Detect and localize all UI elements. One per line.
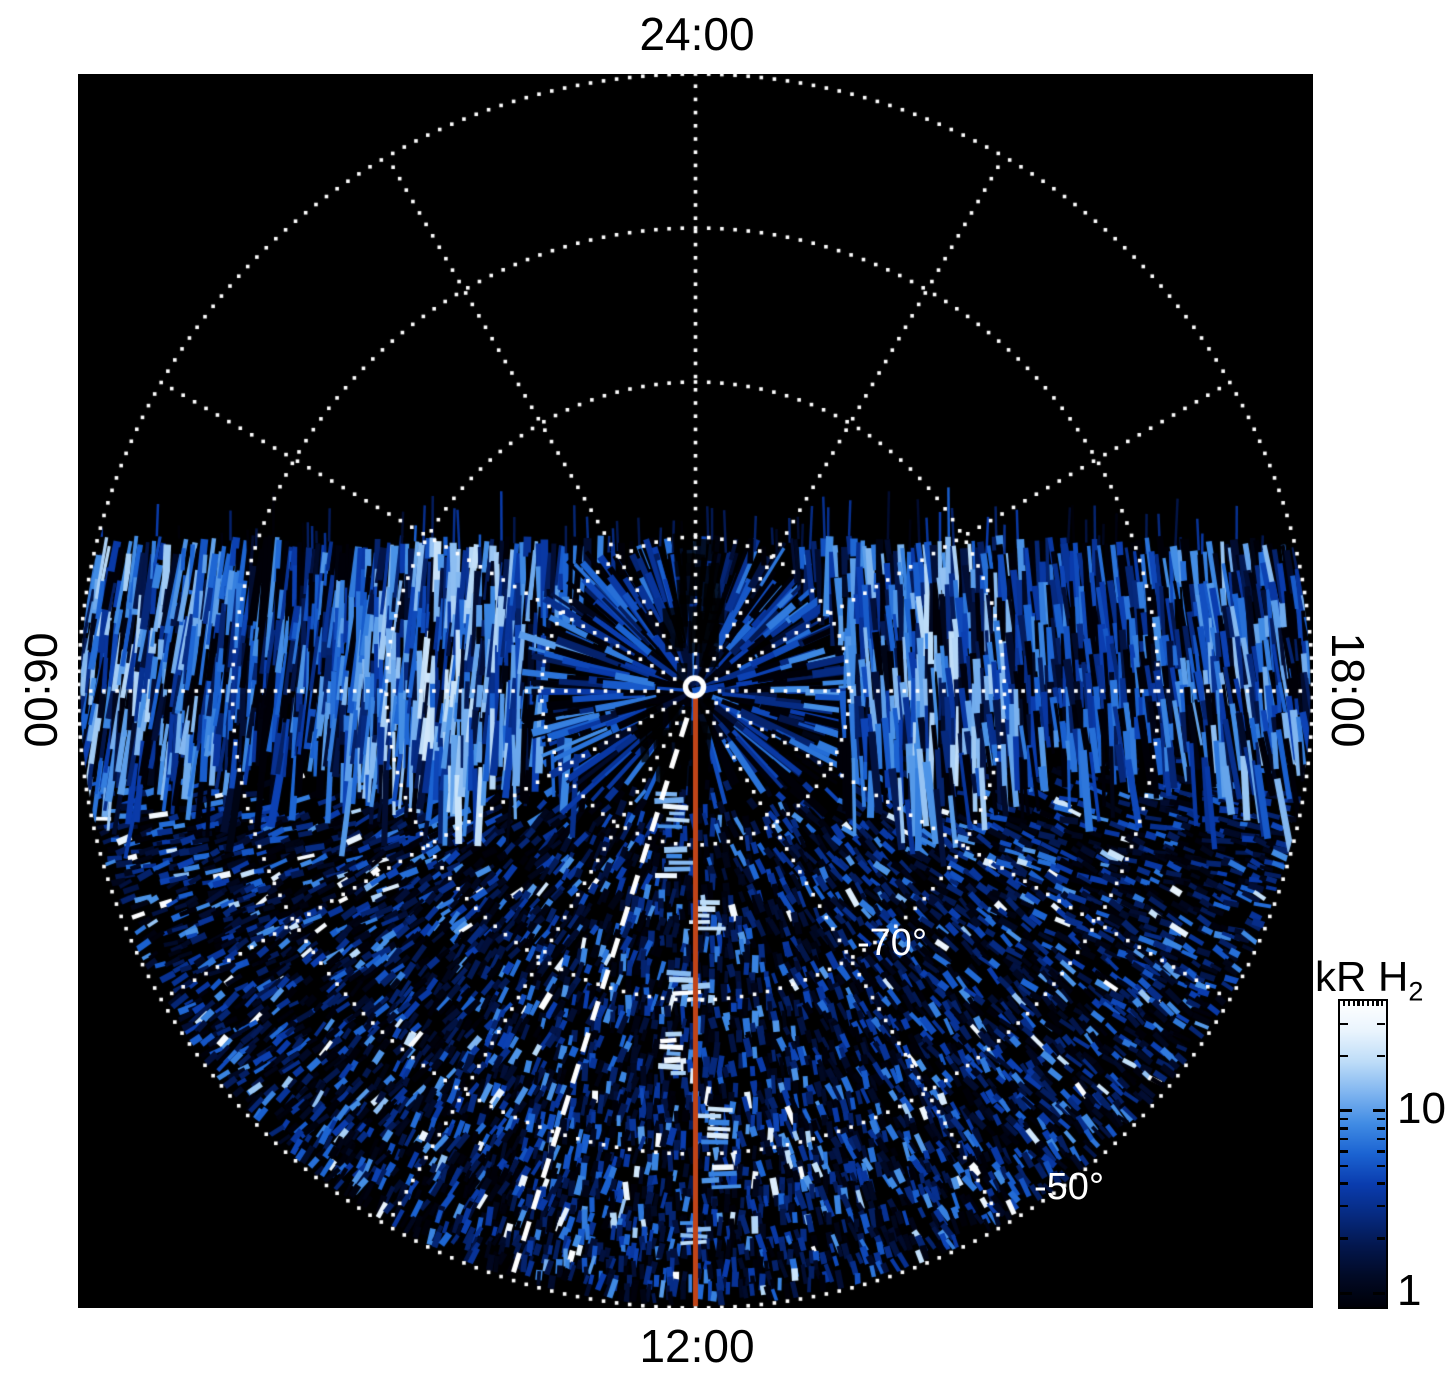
colorbar-tick: [1381, 1001, 1384, 1006]
colorbar-tick: [1340, 1109, 1352, 1113]
colorbar-tick: [1362, 1001, 1365, 1006]
colorbar-tick-label: 10: [1397, 1083, 1446, 1133]
colorbar-tick: [1373, 1291, 1385, 1295]
colorbar-tick: [1340, 1205, 1348, 1208]
colorbar-tick: [1377, 1237, 1385, 1240]
colorbar-tick: [1340, 1291, 1352, 1295]
colorbar-tick: [1340, 1164, 1348, 1168]
colorbar-tick: [1377, 1164, 1385, 1168]
colorbar-tick: [1340, 1137, 1348, 1141]
colorbar-tick: [1377, 1127, 1385, 1130]
colorbar-tick: [1340, 1118, 1348, 1121]
hour-label-dawn: 06:00: [15, 632, 67, 748]
colorbar-tick: [1371, 1001, 1374, 1006]
colorbar-tick: [1377, 1054, 1385, 1058]
colorbar-tick: [1340, 1237, 1348, 1240]
colorbar-tick: [1377, 1137, 1385, 1141]
colorbar-tick: [1340, 1127, 1348, 1130]
latitude-label-50: -50°: [1034, 1166, 1105, 1208]
hour-label-noon: 12:00: [639, 1320, 755, 1372]
colorbar-tick: [1373, 1109, 1385, 1113]
colorbar-title-subscript: 2: [1408, 976, 1424, 1007]
colorbar-tick-label: 1: [1397, 1266, 1422, 1316]
colorbar-title-text: kR H: [1315, 953, 1409, 1000]
latitude-label-70: -70°: [857, 922, 928, 964]
colorbar-tick: [1347, 1001, 1351, 1006]
colorbar-tick: [1340, 1150, 1348, 1153]
aurora-polar-canvas: [78, 74, 1313, 1308]
hour-label-midnight: 24:00: [639, 8, 755, 60]
colorbar-tick: [1377, 1182, 1385, 1185]
colorbar-tick: [1376, 1001, 1379, 1006]
colorbar-tick: [1343, 1001, 1346, 1006]
colorbar-title: kR H2: [1315, 953, 1423, 1007]
polar-plot-area: [78, 74, 1313, 1308]
colorbar-gradient: [1338, 999, 1388, 1309]
colorbar-tick: [1366, 1001, 1370, 1006]
colorbar-tick: [1340, 1182, 1348, 1185]
colorbar-tick: [1340, 1022, 1348, 1026]
colorbar-tick: [1377, 1022, 1385, 1026]
colorbar-tick: [1357, 1001, 1360, 1006]
hour-label-dusk: 18:00: [1322, 632, 1374, 748]
colorbar-tick: [1377, 1150, 1385, 1153]
colorbar-tick: [1377, 1205, 1385, 1208]
colorbar-tick: [1340, 1054, 1348, 1058]
colorbar-tick: [1377, 1118, 1385, 1121]
colorbar-tick: [1352, 1001, 1355, 1006]
